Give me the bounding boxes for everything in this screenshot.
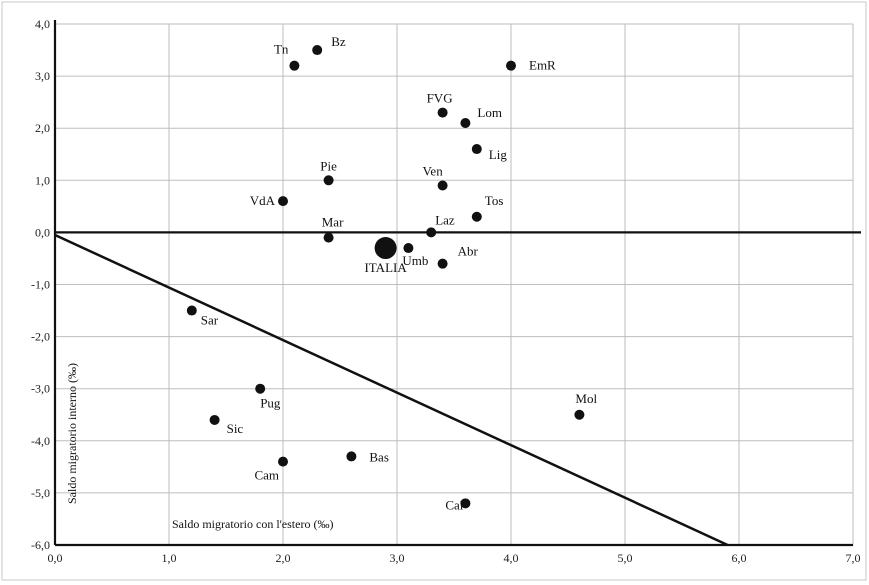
data-point (278, 196, 288, 207)
data-points: Tn Bz EmR FVG Lom Lig Pie Ven VdA Tos Mar Laz ITALIA… (186, 34, 597, 512)
point-label: Mar (322, 215, 344, 230)
data-point (278, 456, 288, 467)
y-tick-label: 3,0 (35, 69, 50, 83)
data-point (426, 227, 437, 238)
point-label: Ven (422, 164, 443, 179)
point-label: Mol (575, 391, 597, 406)
data-point (323, 175, 334, 186)
x-tick-label: 1,0 (162, 551, 177, 565)
point-label: FVG (427, 91, 453, 106)
data-point (289, 60, 300, 71)
point-label: Tos (485, 193, 504, 208)
data-point (209, 414, 220, 425)
point-label: ITALIA (364, 260, 407, 275)
data-point (437, 107, 448, 118)
data-point (255, 383, 266, 394)
data-point (437, 258, 448, 269)
y-tick-label: 4,0 (35, 17, 50, 31)
y-tick-label: 1,0 (35, 173, 50, 187)
point-label: Tn (274, 42, 289, 57)
point-label: Lig (489, 147, 508, 162)
x-axis-title: Saldo migratorio con l'estero (‰) (172, 517, 333, 531)
data-point (460, 117, 471, 128)
point-label: EmR (529, 58, 556, 73)
data-point (186, 305, 197, 316)
data-point (471, 144, 482, 155)
y-tick-label: 0,0 (35, 225, 50, 239)
point-label: Pie (320, 158, 337, 173)
point-label: Pug (260, 396, 281, 411)
point-label: Bas (369, 449, 389, 464)
point-label: Bz (331, 34, 346, 49)
x-tick-label: 5,0 (618, 551, 633, 565)
point-label: Umb (402, 253, 428, 268)
data-point (471, 211, 482, 222)
point-label: VdA (250, 193, 276, 208)
gridlines (55, 23, 854, 545)
point-label: Sic (227, 421, 244, 436)
x-tick-label: 3,0 (390, 551, 405, 565)
axes (53, 20, 861, 547)
x-tick-label: 7,0 (846, 551, 861, 565)
x-tick-label: 6,0 (732, 551, 747, 565)
data-point (374, 237, 397, 260)
point-label: Sar (201, 313, 219, 328)
y-tick-label: -3,0 (31, 382, 50, 396)
y-axis-title: Saldo migratorio interno (‰) (65, 363, 79, 504)
tick-labels: 0,0 1,0 2,0 3,0 4,0 5,0 6,0 7,04,03,02,01,00,0-… (31, 17, 861, 565)
y-tick-label: -1,0 (31, 278, 50, 292)
x-tick-label: 0,0 (48, 551, 63, 565)
y-tick-label: -2,0 (31, 330, 50, 344)
point-label: Abr (458, 244, 479, 259)
data-point (346, 451, 357, 462)
y-tick-label: -5,0 (31, 486, 50, 500)
diagonal-reference-line (54, 233, 729, 547)
x-tick-label: 4,0 (504, 551, 519, 565)
y-tick-label: -4,0 (31, 434, 50, 448)
data-point (506, 60, 516, 71)
data-point (437, 180, 448, 191)
reference-line (54, 233, 729, 547)
x-tick-label: 2,0 (276, 551, 291, 565)
point-label: Laz (435, 212, 455, 227)
data-point (460, 498, 471, 509)
y-tick-label: 2,0 (35, 121, 50, 135)
point-label: Lom (477, 105, 502, 120)
y-tick-label: -6,0 (31, 538, 50, 552)
point-label: Cal (445, 497, 463, 512)
data-point (323, 232, 334, 243)
data-point (403, 243, 414, 254)
data-point (312, 45, 323, 56)
point-label: Cam (254, 468, 279, 483)
data-point (574, 409, 585, 420)
